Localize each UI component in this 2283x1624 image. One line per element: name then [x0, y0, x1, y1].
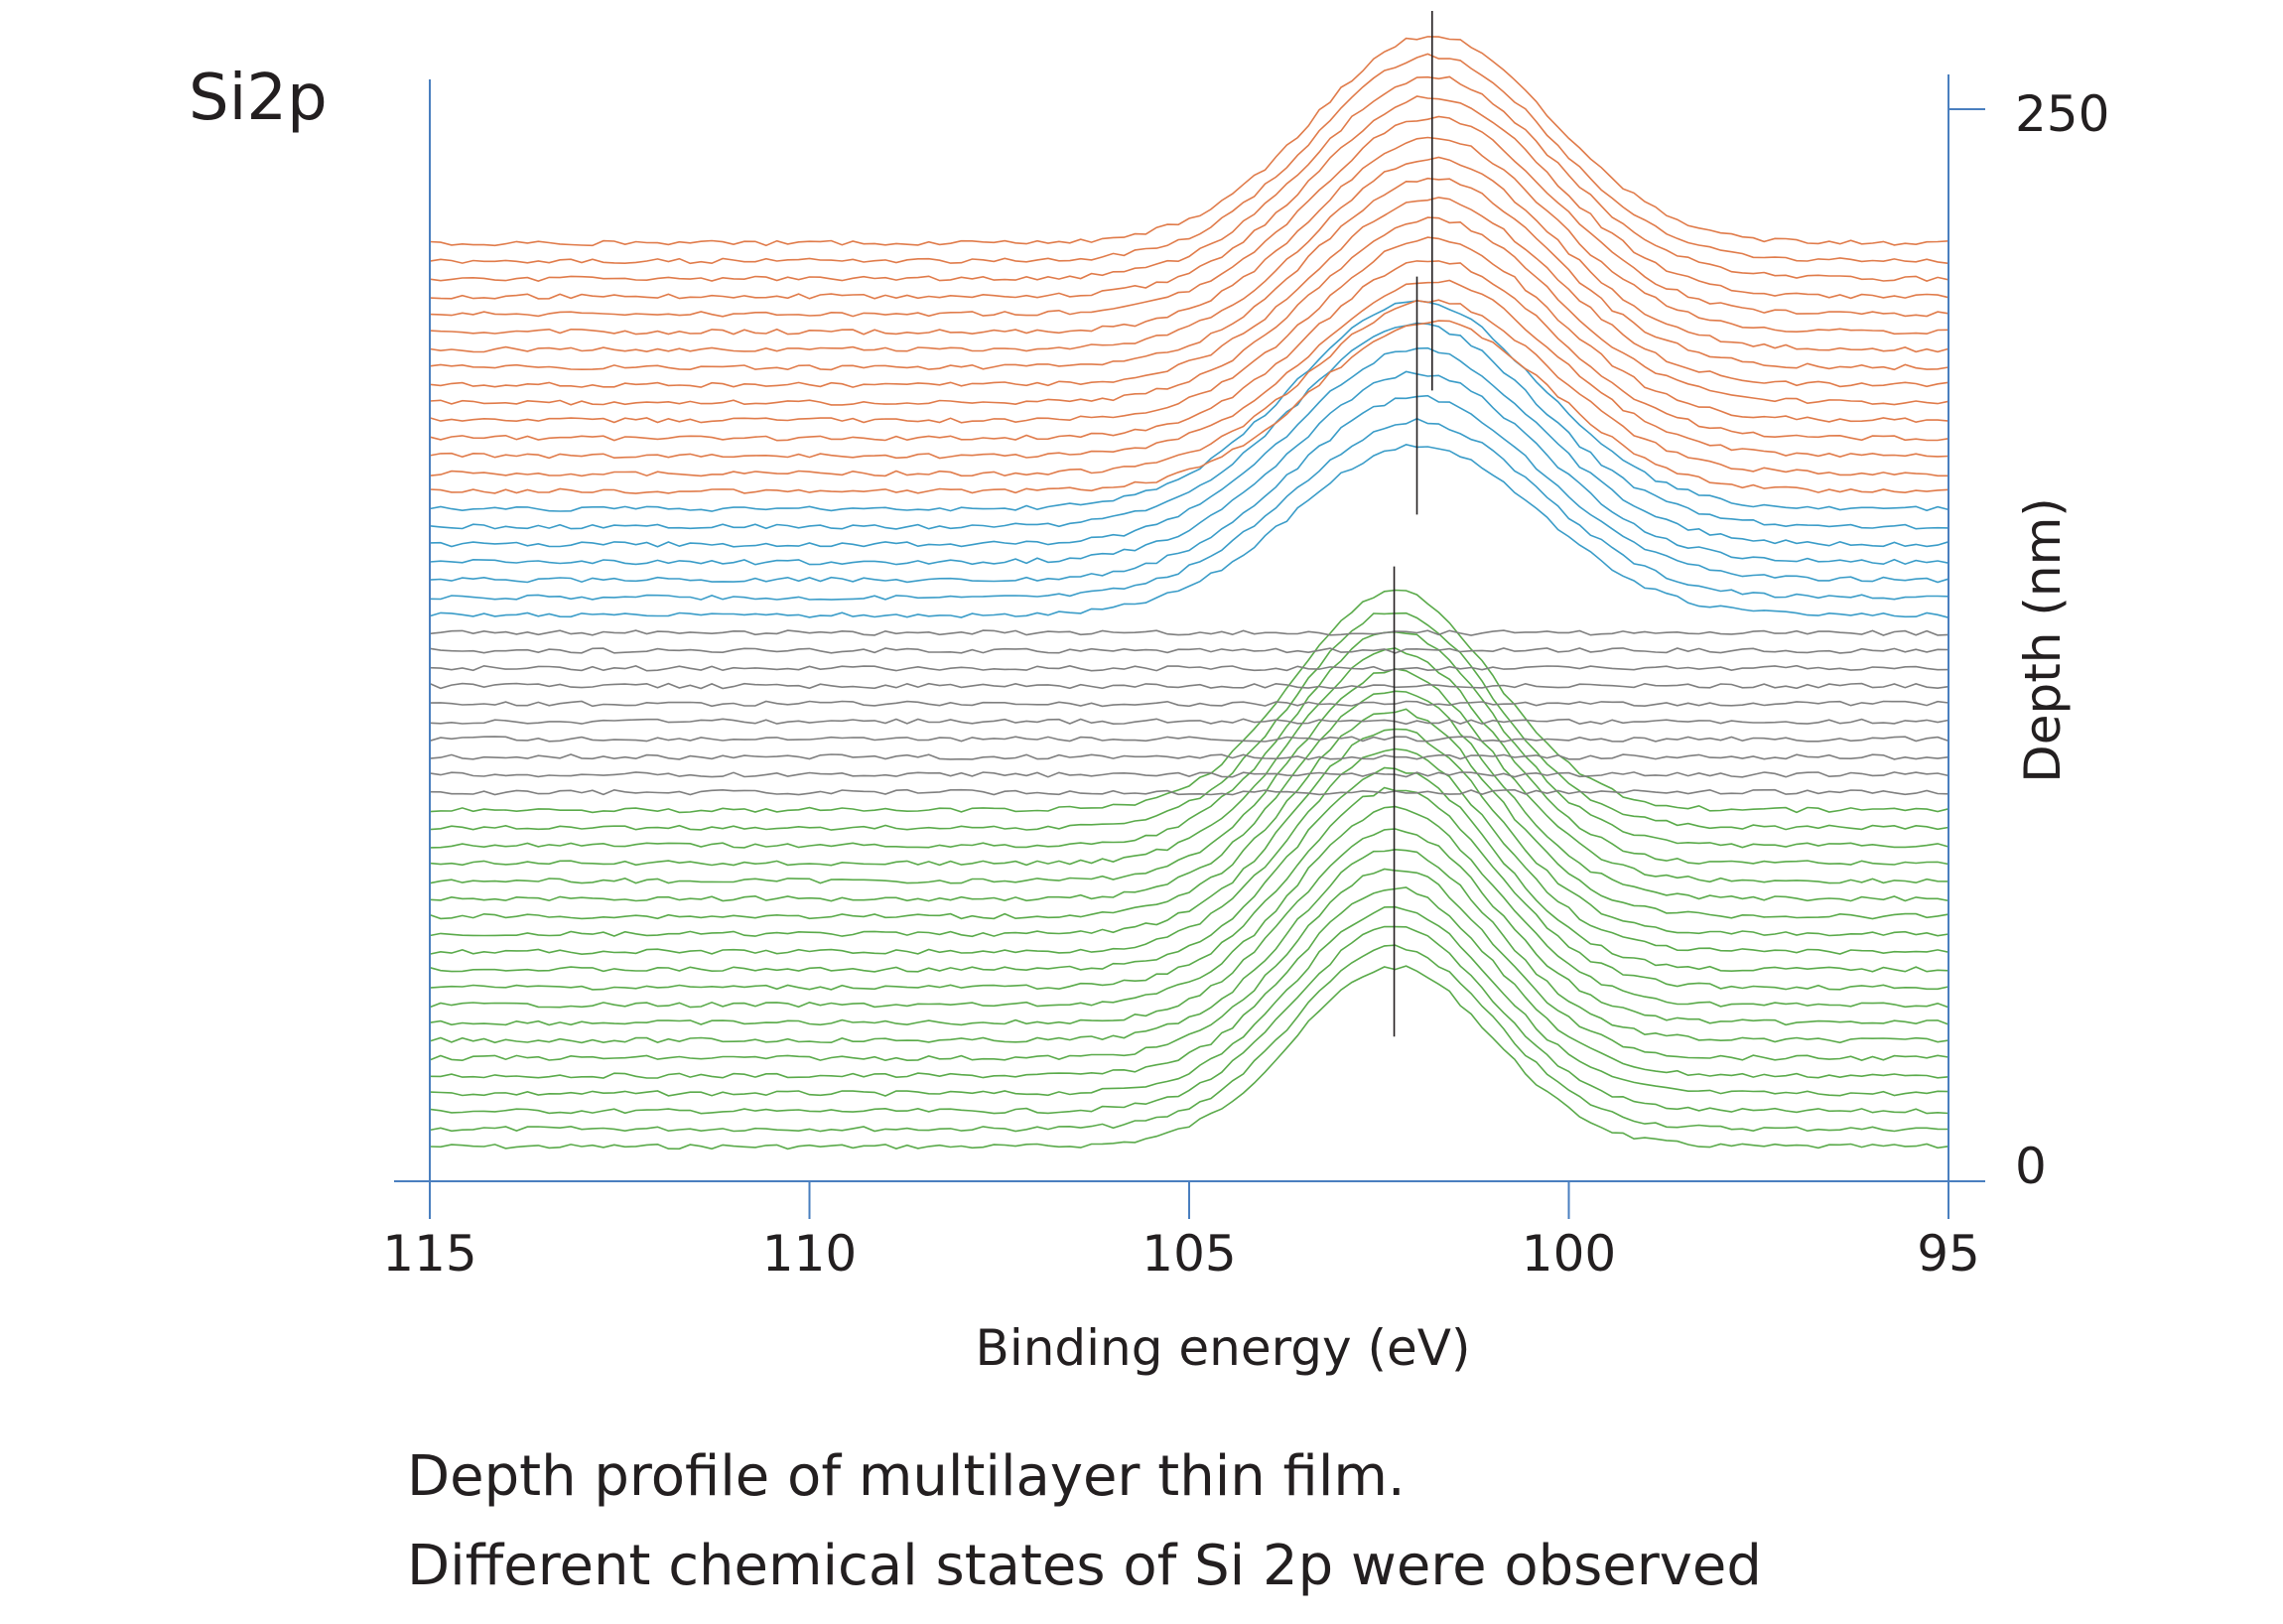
x-tick-label-110: 110: [762, 1225, 857, 1283]
spectrum-line: [429, 736, 1949, 743]
spectrum-line: [429, 766, 1949, 973]
spectrum-line: [429, 667, 1949, 884]
peak-markers: [1393, 11, 1433, 1037]
spectrum-line: [429, 95, 1949, 300]
spectrum-line: [429, 664, 1949, 672]
caption-line-1: Depth profile of multilayer thin film.: [407, 1444, 1406, 1509]
spectrum-line: [429, 53, 1949, 265]
spectrum-line: [429, 700, 1949, 708]
spectrum-line: [429, 886, 1949, 1079]
spectrum-line: [429, 805, 1949, 1009]
spectrum-line: [429, 788, 1949, 796]
spectra-group: [429, 36, 1949, 1150]
spectrum-line: [429, 682, 1949, 690]
spectrum-line: [429, 925, 1949, 1115]
x-tick-label-105: 105: [1142, 1225, 1236, 1283]
spectrum-line: [429, 848, 1949, 1044]
spectrum-line: [429, 346, 1949, 548]
x-axis-label: Binding energy (eV): [976, 1319, 1471, 1377]
spectrum-line: [429, 786, 1949, 991]
y-axis-label: Depth (nm): [2014, 497, 2072, 783]
y-tick-label-0: 0: [2015, 1138, 2047, 1195]
spectrum-line: [429, 36, 1949, 247]
spectrum-line: [429, 299, 1948, 477]
spectrum-line: [429, 75, 1949, 282]
chart-title: Si2p: [189, 62, 328, 135]
spectrum-line: [429, 828, 1949, 1026]
x-tick-label-115: 115: [382, 1225, 476, 1283]
caption-line-2: Different chemical states of Si 2p were …: [407, 1534, 1762, 1598]
spectrum-line: [429, 629, 1949, 636]
spectrum-line: [429, 115, 1949, 318]
spectrum-line: [429, 320, 1949, 494]
spectrum-line: [429, 728, 1949, 938]
spectrum-line: [429, 236, 1949, 424]
spectrum-line: [429, 611, 1949, 831]
spectrum-line: [429, 136, 1949, 336]
spectrum-line: [429, 965, 1949, 1150]
spectrum-line: [429, 753, 1949, 760]
x-ticks: 115 110 105 100 95: [382, 1181, 1980, 1283]
spectrum-line: [429, 718, 1949, 726]
x-tick-label-100: 100: [1522, 1225, 1616, 1283]
spectrum-line: [429, 868, 1949, 1062]
spectrum-line: [429, 177, 1949, 371]
spectrum-line: [429, 690, 1949, 902]
spectrum-line: [429, 300, 1949, 512]
spectrum-line: [429, 944, 1949, 1133]
spectrum-line: [429, 630, 1949, 849]
spectrum-line: [429, 216, 1949, 406]
spectrum-line: [429, 905, 1949, 1097]
x-tick-label-95: 95: [1917, 1225, 1980, 1283]
spectrum-line: [429, 708, 1949, 920]
spectrum-line: [429, 747, 1949, 956]
spectrum-line: [429, 589, 1949, 814]
spectrum-line: [429, 156, 1949, 353]
spectrum-line: [429, 322, 1949, 530]
spectrum-line: [429, 444, 1949, 618]
spectrum-line: [429, 260, 1949, 442]
spectrum-line: [429, 394, 1949, 584]
spectrum-line: [429, 279, 1949, 460]
y-tick-label-250: 250: [2015, 85, 2109, 143]
spectrum-line: [429, 647, 1949, 867]
spectrum-line: [429, 771, 1949, 778]
spectrum-line: [429, 647, 1949, 654]
spectrum-line: [429, 370, 1949, 566]
spectrum-line: [429, 197, 1949, 388]
spectrum-line: [429, 417, 1949, 601]
